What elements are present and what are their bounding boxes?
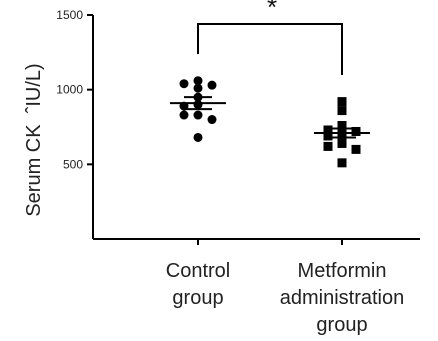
data-point-control	[193, 110, 203, 120]
data-point-control	[179, 79, 189, 89]
y-tick-label: 1000	[56, 83, 83, 97]
mean-sem-bars	[170, 96, 370, 139]
significance-label: *	[267, 0, 277, 22]
significance-bracket: *	[197, 0, 343, 75]
data-point-metformin	[337, 97, 347, 107]
category-label: group	[316, 314, 367, 336]
category-label: group	[172, 287, 223, 309]
category-label: Metformin	[298, 260, 387, 282]
category-labels: Control group Metformin administration group	[166, 260, 405, 336]
data-point-metformin	[337, 158, 347, 168]
data-point-metformin	[323, 131, 333, 141]
y-ticks: 500 1000 1500	[56, 8, 93, 171]
category-label: Control	[166, 260, 230, 282]
data-point-metformin	[351, 126, 361, 136]
data-point-control	[193, 83, 203, 93]
y-tick-label: 500	[63, 157, 83, 171]
significance-bracket-line	[197, 23, 343, 75]
data-point-metformin	[337, 121, 347, 131]
data-point-control	[207, 115, 217, 125]
data-point-control	[193, 76, 203, 86]
data-point-metformin	[351, 144, 361, 154]
category-label: administration	[280, 287, 405, 309]
data-point-metformin	[337, 106, 347, 116]
data-points	[179, 76, 361, 168]
y-axis: 500 1000 1500	[56, 8, 94, 239]
data-point-metformin	[337, 138, 347, 148]
data-point-metformin	[323, 125, 333, 135]
x-axis	[93, 238, 420, 245]
data-point-control	[207, 80, 217, 90]
y-axis-label: Serum CK ˆIU/L)	[23, 63, 45, 216]
data-point-metformin	[323, 141, 333, 151]
data-point-control	[179, 110, 189, 120]
data-point-control	[193, 132, 203, 142]
y-tick-label: 1500	[56, 8, 83, 22]
x-ticks	[197, 239, 343, 245]
